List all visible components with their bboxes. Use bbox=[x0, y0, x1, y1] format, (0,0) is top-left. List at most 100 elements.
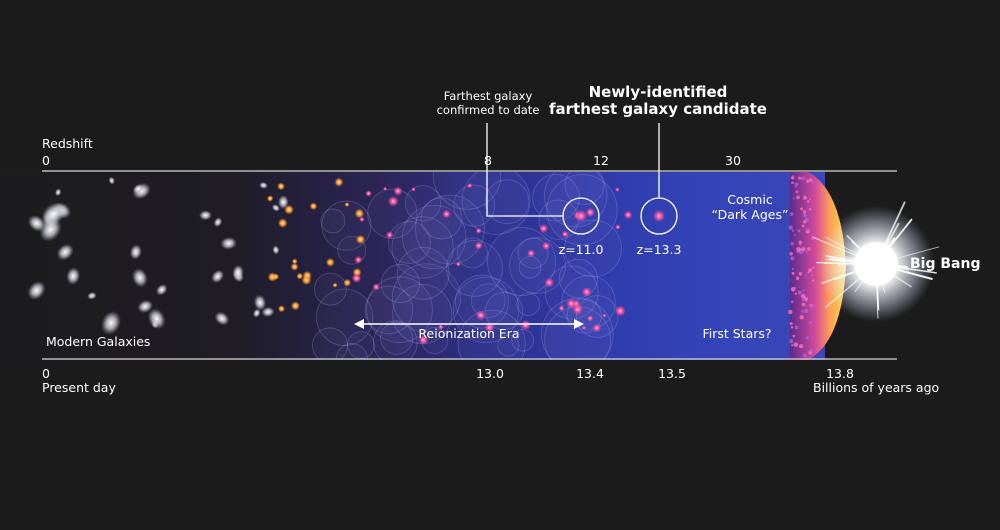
spiral-galaxy bbox=[56, 243, 74, 261]
early-galaxy bbox=[615, 187, 620, 192]
speckle bbox=[803, 220, 807, 224]
ionized-bubble bbox=[546, 174, 618, 246]
speckle bbox=[801, 224, 805, 228]
young-galaxy bbox=[343, 278, 352, 287]
spiral-galaxy bbox=[137, 299, 154, 313]
speckle bbox=[802, 289, 805, 292]
ionized-bubble bbox=[387, 221, 431, 264]
early-galaxy bbox=[572, 303, 584, 315]
spiral-galaxy bbox=[252, 308, 261, 318]
confirmed-galaxy-marker bbox=[575, 210, 587, 222]
early-galaxy bbox=[615, 224, 621, 230]
speckle bbox=[793, 342, 799, 347]
young-galaxy bbox=[284, 204, 294, 215]
time-tick-13-0: 13.0 bbox=[476, 366, 504, 381]
reionization-label: Reionization Era bbox=[418, 326, 520, 341]
early-galaxy bbox=[585, 207, 595, 217]
ionized-bubble bbox=[420, 197, 463, 240]
speckle bbox=[798, 272, 803, 276]
young-galaxy bbox=[277, 218, 288, 228]
ionized-bubble bbox=[347, 331, 375, 359]
ionized-bubble bbox=[564, 172, 605, 206]
speckle bbox=[803, 213, 807, 218]
young-galaxy bbox=[309, 202, 318, 211]
newly-identified-label-line2: farthest galaxy candidate bbox=[549, 100, 767, 118]
young-galaxy bbox=[332, 282, 338, 288]
spiral-galaxy bbox=[271, 204, 280, 212]
ionized-bubble bbox=[461, 172, 531, 235]
redshift-tick-12: 12 bbox=[593, 153, 609, 168]
early-galaxy bbox=[365, 190, 372, 197]
early-galaxy bbox=[541, 241, 551, 251]
speckle bbox=[808, 320, 813, 325]
speckle bbox=[799, 315, 805, 320]
speckle bbox=[797, 290, 802, 295]
ionized-bubble bbox=[446, 240, 503, 297]
early-galaxy bbox=[484, 322, 495, 333]
speckle bbox=[791, 267, 795, 271]
ionized-bubble bbox=[453, 184, 496, 227]
early-galaxy bbox=[393, 186, 403, 196]
ionized-bubble bbox=[558, 258, 598, 298]
spiral-galaxy bbox=[87, 291, 97, 300]
ionized-bubble bbox=[391, 216, 454, 279]
speckle bbox=[791, 271, 795, 275]
speckle bbox=[793, 233, 796, 236]
speckle bbox=[798, 240, 803, 245]
ionized-bubble bbox=[312, 327, 348, 360]
ionized-bubble bbox=[367, 188, 418, 239]
speckle bbox=[810, 304, 815, 309]
spiral-galaxy bbox=[259, 181, 268, 189]
speckle bbox=[791, 181, 794, 185]
spiral-galaxy bbox=[39, 217, 62, 242]
time-tick-13-4: 13.4 bbox=[576, 366, 604, 381]
early-galaxy bbox=[475, 310, 486, 321]
young-galaxy bbox=[344, 202, 350, 207]
early-galaxy bbox=[438, 324, 444, 330]
speckle bbox=[802, 210, 807, 214]
ionized-bubble bbox=[373, 320, 418, 360]
z-confirmed-label: z=11.0 bbox=[558, 242, 604, 257]
farthest-confirmed-label-line2: confirmed to date bbox=[436, 103, 540, 117]
speckle bbox=[794, 325, 799, 330]
spiral-galaxy bbox=[277, 195, 289, 210]
ionized-bubble bbox=[364, 285, 414, 335]
speckle bbox=[788, 225, 793, 230]
spiral-galaxy bbox=[133, 184, 144, 194]
speckle bbox=[789, 322, 793, 326]
speckle bbox=[798, 230, 801, 233]
early-galaxy bbox=[623, 210, 633, 220]
speckle bbox=[802, 353, 807, 358]
early-galaxy bbox=[442, 209, 451, 219]
first-stars-label: First Stars? bbox=[702, 326, 772, 341]
ionized-bubble bbox=[497, 334, 520, 357]
spiral-galaxy bbox=[220, 237, 237, 250]
ionized-bubble bbox=[487, 227, 556, 296]
speckle bbox=[806, 200, 810, 203]
time-tick-13-8: 13.8 bbox=[826, 366, 854, 381]
early-galaxy bbox=[527, 249, 535, 258]
ionized-bubble bbox=[544, 265, 599, 320]
early-galaxy bbox=[467, 183, 473, 189]
early-galaxy bbox=[359, 216, 365, 223]
modern-galaxies-label: Modern Galaxies bbox=[46, 334, 151, 349]
speckle bbox=[804, 308, 809, 313]
speckle bbox=[790, 241, 795, 246]
spiral-galaxy bbox=[66, 267, 81, 285]
speckle bbox=[807, 247, 811, 251]
speckle bbox=[811, 313, 814, 316]
early-galaxy bbox=[385, 231, 394, 239]
ionized-bubble bbox=[380, 321, 414, 355]
speckle bbox=[806, 179, 810, 183]
universe-band bbox=[0, 172, 825, 360]
early-galaxy bbox=[587, 315, 594, 322]
ionized-bubble bbox=[455, 274, 509, 329]
early-galaxy bbox=[592, 323, 602, 333]
early-galaxy bbox=[581, 325, 587, 330]
young-galaxy bbox=[334, 177, 344, 187]
early-galaxy bbox=[474, 241, 483, 250]
young-galaxy bbox=[266, 195, 274, 202]
speckle bbox=[811, 279, 815, 282]
speckle bbox=[791, 344, 794, 347]
early-galaxy bbox=[602, 313, 607, 318]
